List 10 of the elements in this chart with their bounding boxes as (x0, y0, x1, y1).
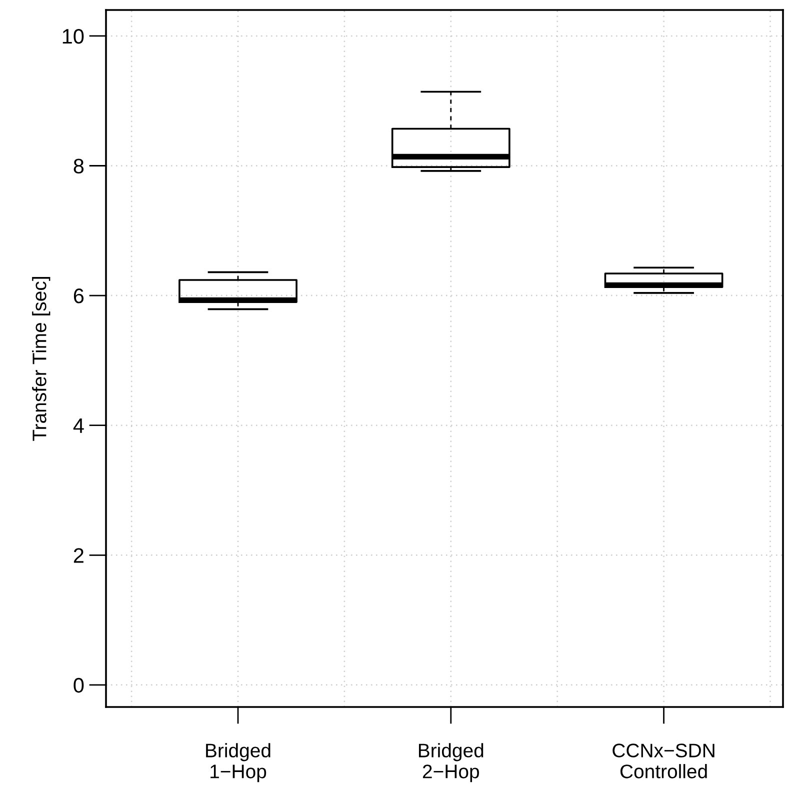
y-tick-label: 8 (74, 158, 84, 174)
y-tick-label: 10 (62, 28, 84, 44)
y-tick-label: 0 (74, 678, 84, 693)
x-tick-label: Bridged 1−Hop (206, 743, 270, 782)
y-axis-title: Transfer Time [sec] (32, 277, 50, 441)
y-tick-label: 6 (74, 288, 84, 304)
y-tick-label: 2 (74, 548, 84, 563)
y-tick-label: 4 (73, 418, 84, 433)
x-tick-label: CCNx−SDN Controlled (612, 744, 714, 778)
x-tick-label: Bridged 2−Hop (418, 743, 484, 782)
